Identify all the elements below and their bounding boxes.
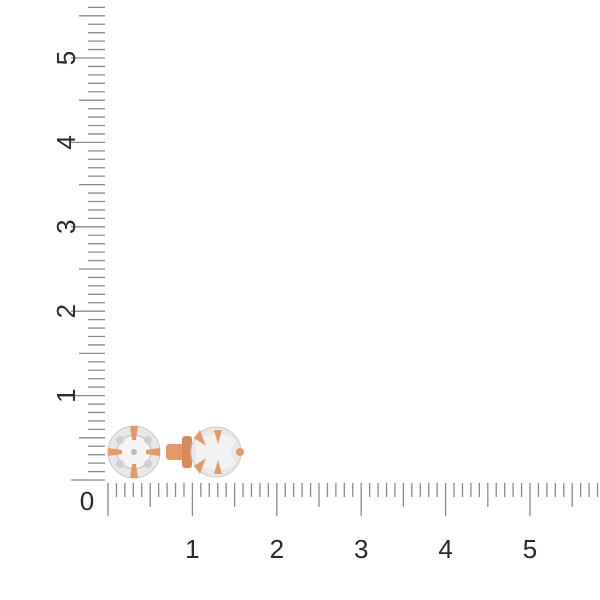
vertical-ruler-labels: 1 2 3 4 5 — [51, 51, 81, 403]
x-label: 3 — [354, 534, 368, 564]
x-label: 5 — [523, 534, 537, 564]
y-label: 3 — [51, 220, 81, 234]
earring-front-view — [107, 425, 161, 479]
x-label: 4 — [438, 534, 452, 564]
x-label: 2 — [270, 534, 284, 564]
y-label: 4 — [51, 135, 81, 149]
y-label: 2 — [51, 304, 81, 318]
x-label: 1 — [185, 534, 199, 564]
horizontal-ruler — [107, 483, 599, 516]
vertical-ruler — [71, 6, 105, 481]
horizontal-ruler-labels: 1 2 3 4 5 — [185, 534, 537, 564]
y-label: 5 — [51, 51, 81, 65]
earring-side-view — [166, 426, 244, 478]
origin-label: 0 — [80, 486, 94, 516]
y-label: 1 — [51, 388, 81, 402]
